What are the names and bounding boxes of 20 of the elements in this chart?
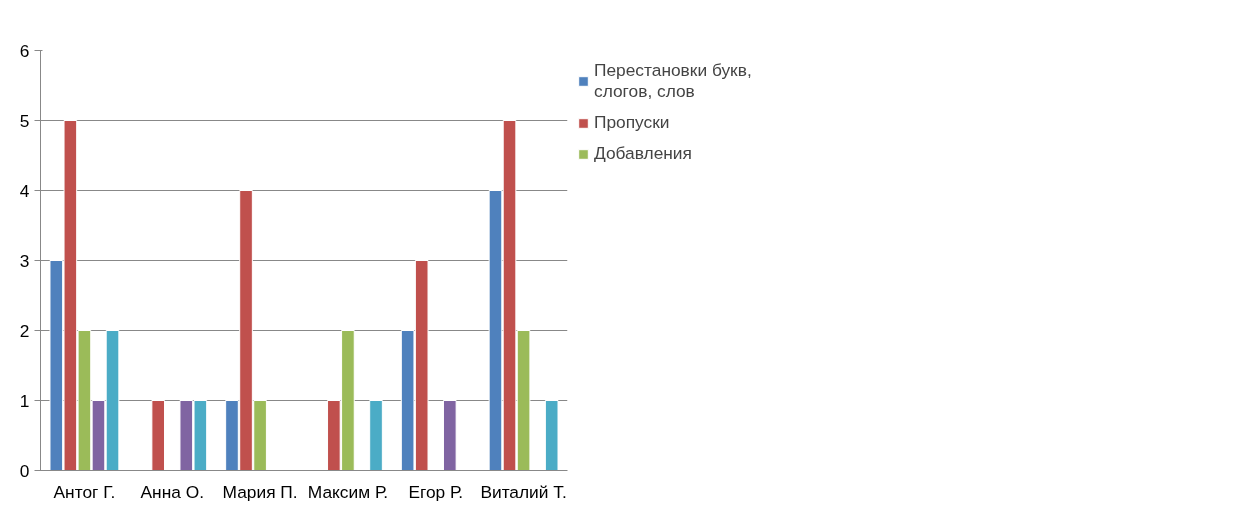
bar (544, 400, 559, 471)
y-tick-label: 0 (19, 460, 30, 481)
bar (442, 400, 457, 471)
y-tick-label: 3 (19, 250, 30, 271)
bar (369, 400, 383, 471)
x-tick-label: Виталий Т. (480, 481, 567, 502)
x-tick-label: Мария П. (222, 481, 298, 502)
legend-label: Добавления (594, 143, 692, 164)
y-tick-label: 6 (19, 40, 30, 61)
y-tick-label: 2 (19, 320, 30, 341)
y-tick-label: 1 (19, 390, 30, 411)
y-tick-label: 4 (19, 180, 30, 201)
legend-label: Перестановки букв, слогов, слов (594, 60, 752, 102)
y-tick-label: 5 (19, 110, 30, 131)
x-tick-label: Максим Р. (307, 481, 389, 502)
x-tick-label: Антог Г. (53, 481, 116, 502)
legend-label: Пропуски (594, 112, 670, 133)
bar (151, 400, 166, 471)
x-tick-label: Анна О. (140, 481, 204, 502)
x-tick-label: Егор Р. (408, 481, 464, 502)
